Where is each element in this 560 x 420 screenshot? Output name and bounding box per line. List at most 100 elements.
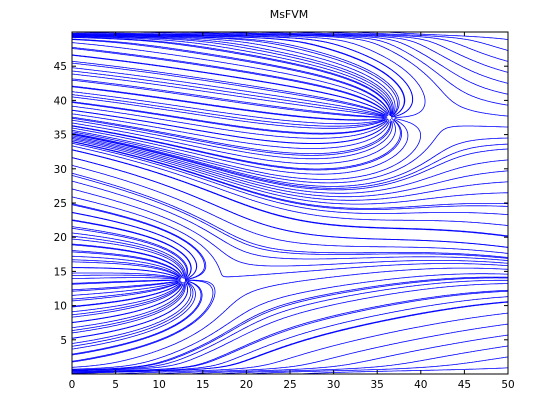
streamline: [72, 35, 396, 115]
streamline: [72, 119, 401, 170]
streamline: [72, 42, 389, 114]
streamline: [185, 334, 508, 374]
streamline: [72, 33, 405, 118]
x-tick-label: 0: [69, 379, 76, 391]
y-tick-label: 35: [54, 130, 67, 142]
streamline: [72, 283, 508, 372]
streamline: [72, 118, 402, 171]
streamline: [72, 279, 508, 371]
x-axis: 0 5 10 15 20 25 30 35 40 45 50: [69, 32, 515, 391]
streamline: [72, 62, 388, 117]
streamline: [72, 280, 202, 355]
streamline: [72, 283, 188, 339]
streamline: [72, 33, 413, 118]
streamline: [72, 281, 179, 296]
streamline: [72, 282, 179, 302]
streamline: [72, 283, 181, 313]
streamline: [72, 274, 181, 280]
streamline: [108, 312, 508, 374]
streamline: [72, 283, 186, 334]
streamline: [72, 32, 426, 118]
y-tick-label: 10: [54, 301, 67, 313]
streamline: [72, 281, 182, 300]
x-tick-label: 20: [240, 379, 253, 391]
y-tick-label: 20: [54, 232, 67, 244]
streamline: [72, 283, 180, 307]
streamline: [72, 117, 392, 156]
streamline: [72, 281, 196, 350]
streamline: [72, 251, 183, 279]
streamline: [72, 289, 508, 373]
streamline: [72, 188, 508, 267]
streamline: [72, 196, 508, 278]
streamline: [72, 133, 508, 189]
streamline: [72, 284, 184, 323]
streamline: [72, 180, 508, 262]
streamline: [72, 267, 179, 279]
streamline: [72, 54, 387, 115]
streamline: [72, 141, 508, 210]
streamline: [72, 279, 178, 285]
streamline: [72, 238, 185, 277]
x-tick-label: 10: [153, 379, 166, 391]
streamline: [72, 203, 207, 280]
streamline: [72, 267, 508, 368]
streamline: [72, 255, 181, 277]
streamline: [72, 149, 508, 237]
streamline: [72, 37, 391, 116]
streamline: [72, 34, 398, 118]
streamline: [72, 280, 178, 291]
streamline: [72, 282, 184, 324]
streamline: [72, 282, 183, 316]
streamline: [72, 135, 508, 194]
streamline: [72, 142, 508, 215]
streamline: [72, 281, 186, 331]
streamline: [72, 35, 393, 114]
streamline: [72, 140, 508, 209]
streamline: [72, 120, 396, 165]
streamline: [72, 243, 184, 279]
streamline: [72, 279, 216, 363]
streamline: [72, 134, 508, 191]
chart-title: MsFVM: [270, 8, 309, 21]
streamline: [72, 47, 388, 115]
streamline: [72, 91, 385, 125]
y-tick-label: 5: [60, 335, 67, 347]
streamline: [72, 47, 389, 116]
streamline: [72, 118, 409, 175]
streamline: [72, 96, 386, 129]
streamline: [72, 219, 192, 279]
y-axis: 5 10 15 20 25 30 35 40 45: [54, 61, 508, 347]
streamline: [72, 220, 192, 280]
streamline: [72, 165, 508, 254]
streamline: [152, 323, 508, 374]
streamline: [72, 73, 385, 117]
streamline: [72, 70, 387, 118]
streamline: [72, 36, 391, 114]
streamline: [72, 136, 508, 198]
streamline: [72, 284, 185, 329]
streamline: [72, 116, 391, 154]
streamline: [72, 235, 185, 279]
streamline: [383, 32, 508, 40]
x-tick-label: 50: [501, 379, 514, 391]
streamline: [72, 174, 508, 259]
streamline: [72, 277, 508, 371]
streamline: [72, 226, 189, 278]
streamline: [72, 261, 180, 278]
streamline: [72, 105, 388, 139]
streamline: [72, 296, 508, 373]
streamline: [72, 204, 205, 281]
streamline: [72, 276, 508, 371]
streamline: [72, 250, 182, 277]
streamline: [72, 284, 182, 318]
streamline: [72, 38, 390, 114]
streamline: [72, 113, 390, 149]
streamline: [72, 139, 508, 205]
y-tick-label: 15: [54, 266, 67, 278]
streamline: [72, 78, 388, 118]
streamline: [72, 109, 389, 144]
streamline: [72, 301, 508, 374]
streamline: [72, 35, 394, 117]
streamline: [72, 211, 198, 279]
